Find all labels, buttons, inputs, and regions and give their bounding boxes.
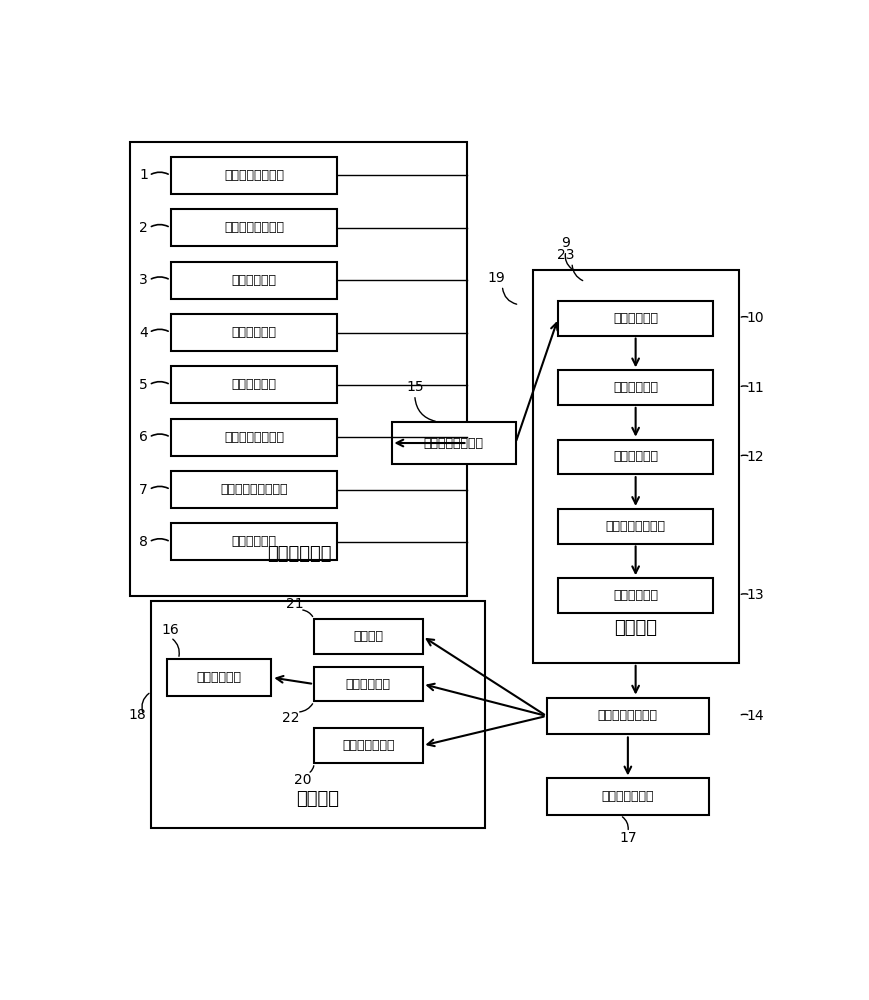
- Bar: [558, 370, 713, 405]
- Text: 有功信息采集单元: 有功信息采集单元: [224, 431, 284, 444]
- Bar: [547, 698, 709, 734]
- Text: 16: 16: [162, 623, 180, 637]
- Bar: [170, 314, 337, 351]
- Text: 数据存储单元: 数据存储单元: [614, 589, 658, 602]
- Text: 短信发送单元: 短信发送单元: [196, 671, 242, 684]
- Bar: [170, 419, 337, 456]
- Bar: [170, 366, 337, 403]
- Text: 通讯模块: 通讯模块: [296, 790, 340, 808]
- Text: 智能断路器单元: 智能断路器单元: [601, 790, 654, 803]
- Text: 频率采集单元: 频率采集单元: [231, 378, 276, 391]
- Text: 12: 12: [747, 450, 765, 464]
- Text: 电流采集单元: 电流采集单元: [231, 326, 276, 339]
- Text: 无线电通信单元: 无线电通信单元: [342, 739, 395, 752]
- Text: 漏电流信息采集单元: 漏电流信息采集单元: [220, 483, 288, 496]
- Bar: [170, 471, 337, 508]
- Text: 22: 22: [282, 711, 300, 725]
- Text: 数据远程传输单元: 数据远程传输单元: [606, 520, 666, 533]
- Bar: [167, 659, 271, 696]
- Text: 7: 7: [139, 483, 148, 497]
- Text: 2: 2: [139, 221, 148, 235]
- Text: 14: 14: [747, 709, 765, 723]
- Text: 智能数据采集单元: 智能数据采集单元: [423, 437, 483, 450]
- Text: 8: 8: [139, 535, 148, 549]
- Text: 15: 15: [406, 380, 423, 394]
- Text: 温度采集单元: 温度采集单元: [231, 535, 276, 548]
- Bar: [170, 523, 337, 560]
- Text: 13: 13: [747, 588, 765, 602]
- Text: 21: 21: [286, 597, 303, 611]
- Text: 3: 3: [139, 273, 148, 287]
- Text: 数据汇总单元: 数据汇总单元: [614, 450, 658, 463]
- Bar: [151, 601, 485, 828]
- Text: 报警单元: 报警单元: [354, 630, 383, 643]
- Text: 6: 6: [139, 430, 148, 444]
- Text: 异常信息检测单元: 异常信息检测单元: [598, 709, 658, 722]
- Bar: [558, 440, 713, 474]
- Text: 23: 23: [557, 248, 574, 262]
- Text: 9: 9: [561, 236, 570, 250]
- Text: 5: 5: [139, 378, 148, 392]
- Text: 控制模块: 控制模块: [614, 619, 658, 637]
- Text: 数据采集模块: 数据采集模块: [267, 545, 331, 563]
- Text: 数据处理单元: 数据处理单元: [614, 312, 658, 325]
- Bar: [170, 157, 337, 194]
- Bar: [314, 667, 422, 701]
- Text: 19: 19: [488, 271, 505, 285]
- Bar: [547, 778, 709, 815]
- Text: 11: 11: [746, 381, 765, 395]
- Bar: [558, 509, 713, 544]
- Bar: [392, 422, 515, 464]
- Text: 20: 20: [294, 773, 311, 787]
- Text: 电压采集单元: 电压采集单元: [231, 274, 276, 287]
- Bar: [534, 270, 739, 663]
- Text: 18: 18: [129, 708, 146, 722]
- Text: 1: 1: [139, 168, 148, 182]
- Text: 4: 4: [139, 326, 148, 340]
- Text: 10: 10: [747, 311, 765, 325]
- Text: 功率因素采集单元: 功率因素采集单元: [224, 221, 284, 234]
- Bar: [558, 578, 713, 613]
- Bar: [558, 301, 713, 336]
- Bar: [314, 728, 422, 763]
- Bar: [170, 209, 337, 246]
- Bar: [130, 142, 468, 596]
- Text: 17: 17: [619, 831, 637, 845]
- Text: 短信生成单元: 短信生成单元: [346, 678, 391, 691]
- Text: 无功信息采集单元: 无功信息采集单元: [224, 169, 284, 182]
- Bar: [170, 262, 337, 299]
- Text: 智能控制单元: 智能控制单元: [614, 381, 658, 394]
- Bar: [314, 619, 422, 654]
